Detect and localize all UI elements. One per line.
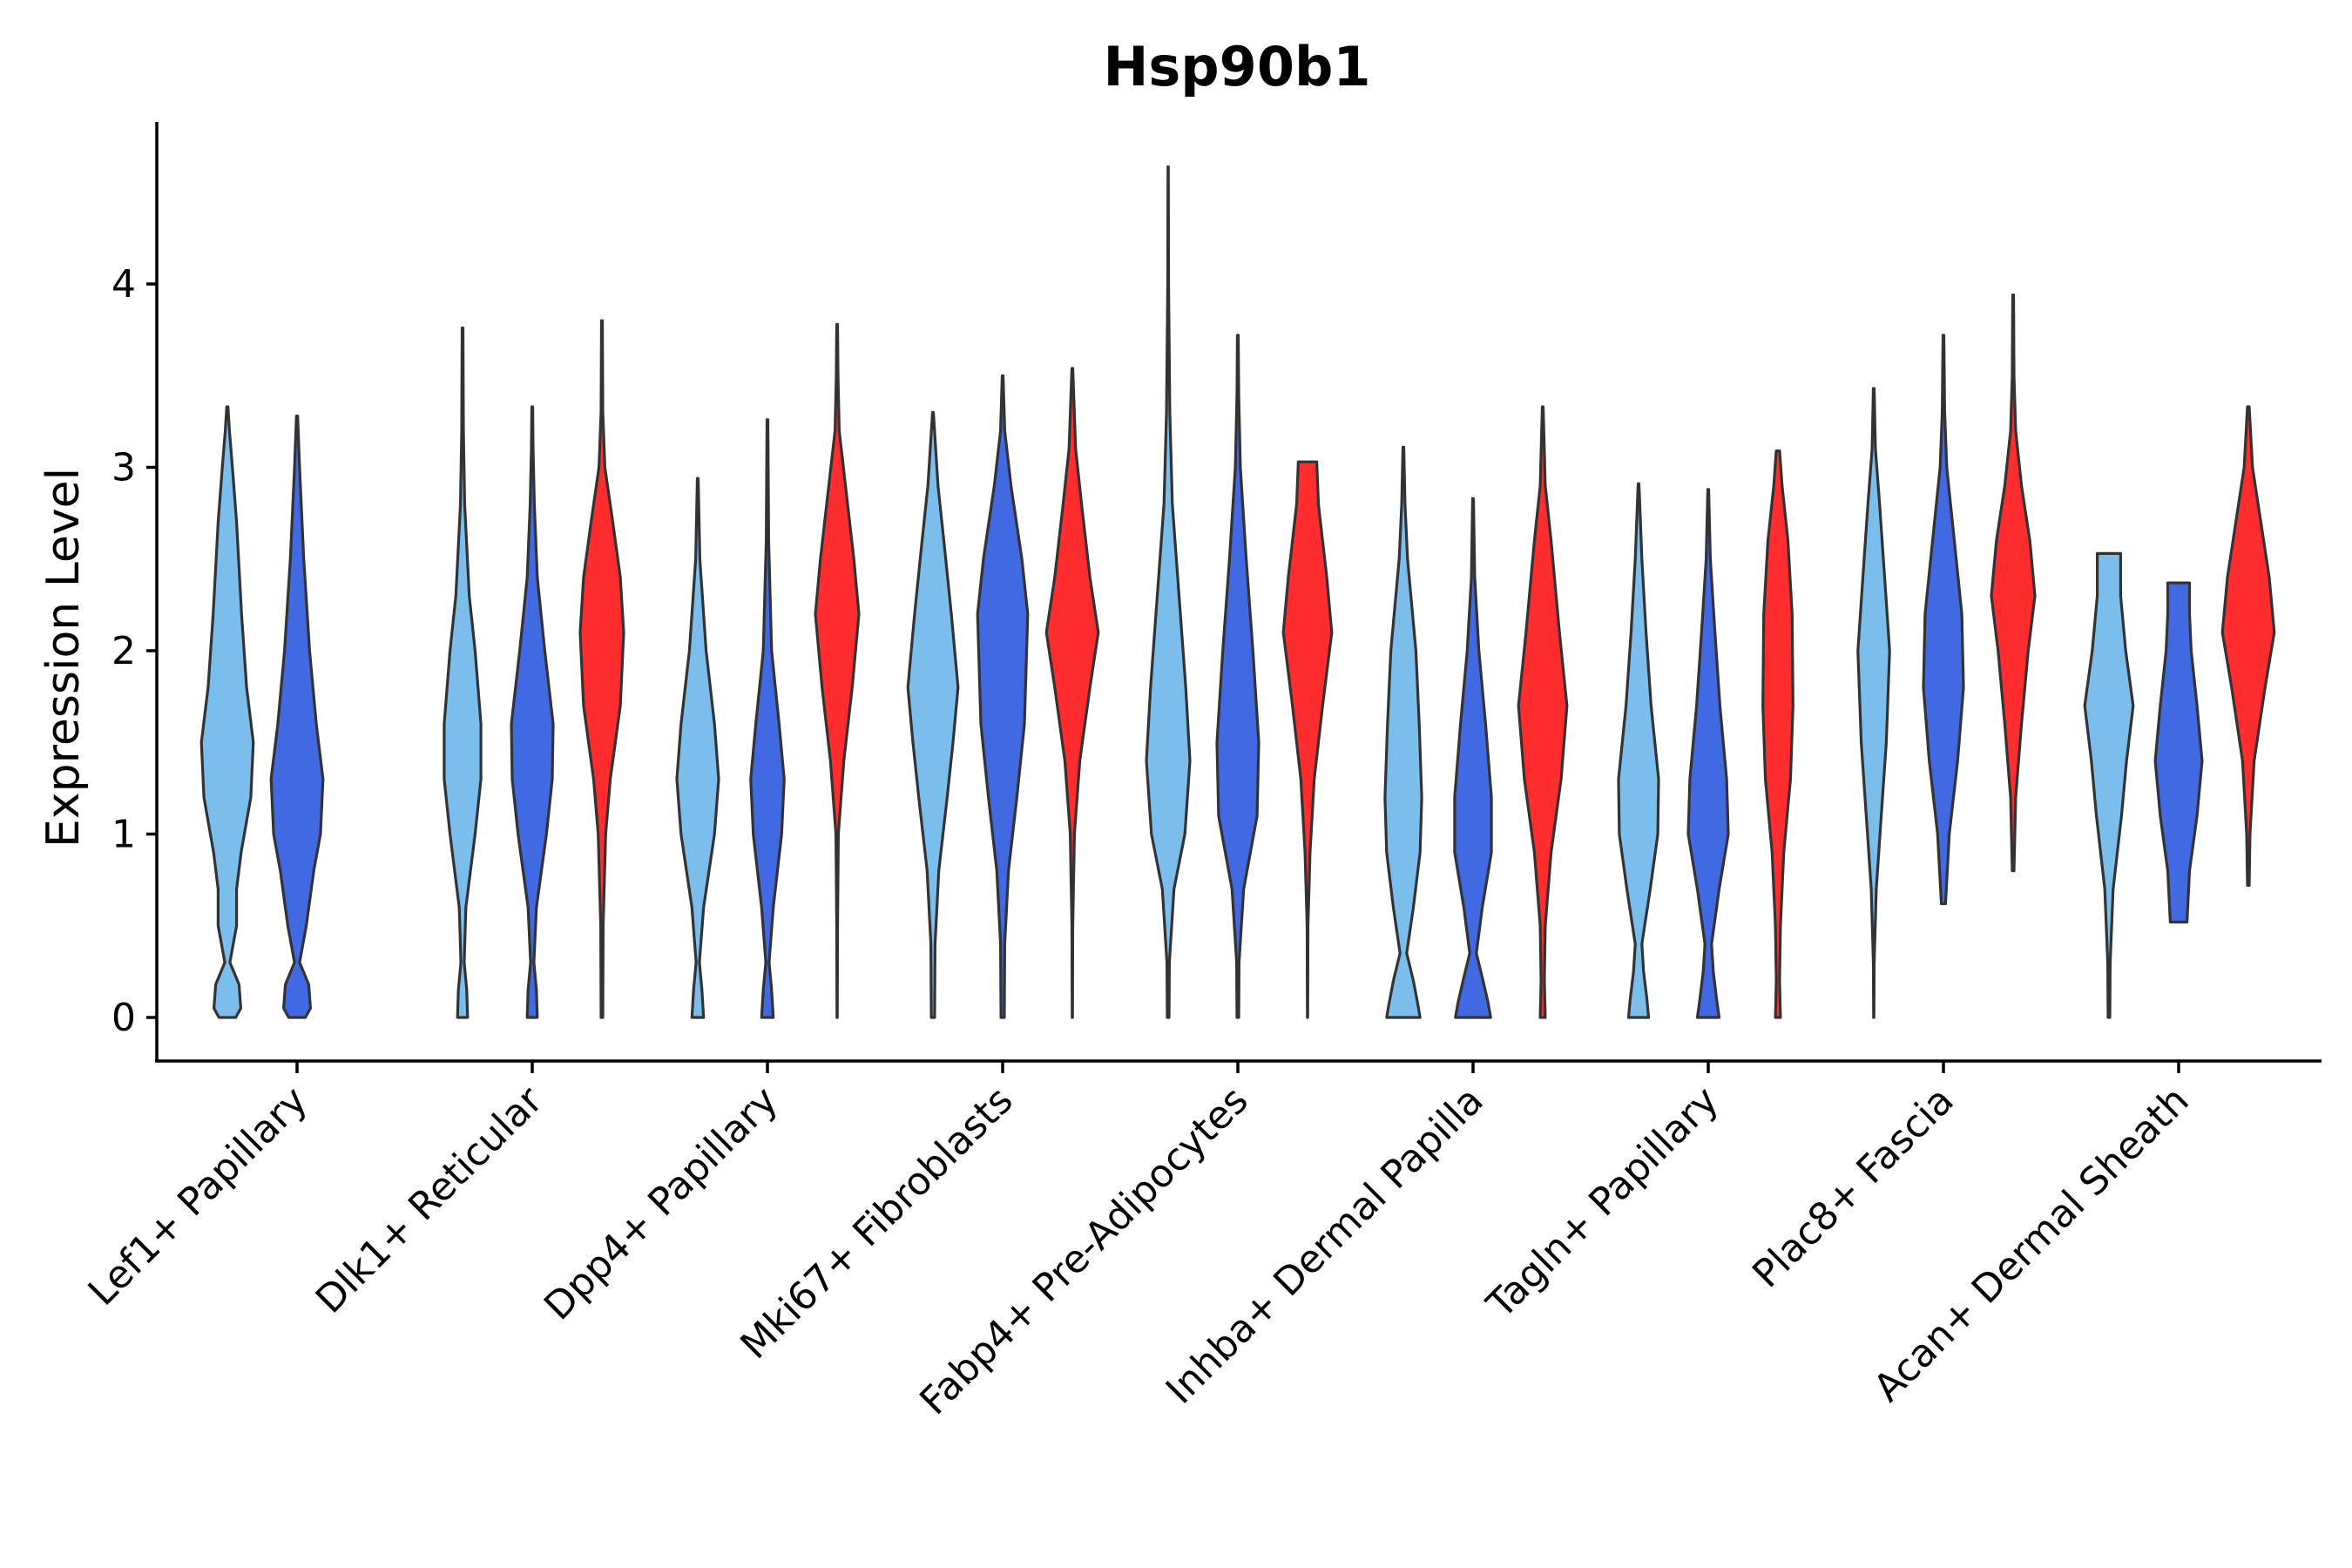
violin-13 — [1215, 334, 1260, 1019]
violin-16 — [1453, 497, 1493, 1019]
violin-4 — [510, 405, 555, 1019]
violin-6 — [675, 476, 720, 1019]
x-tick-label-8: Plac8+ Fascia — [1744, 1078, 1963, 1297]
violin-25 — [2153, 581, 2204, 924]
violin-20 — [1761, 449, 1794, 1019]
violin-22 — [1922, 334, 1965, 906]
violin-26 — [2220, 405, 2276, 887]
violin-12 — [1145, 165, 1192, 1019]
y-tick-label-4: 4 — [112, 262, 136, 307]
y-tick-label-2: 2 — [112, 629, 136, 673]
violin-5 — [578, 319, 625, 1019]
violin-9 — [906, 410, 960, 1019]
violin-group — [199, 165, 2276, 1019]
violin-11 — [1044, 367, 1100, 1019]
violin-18 — [1617, 482, 1660, 1019]
x-tick-label-3: Dpp4+ Papillary — [536, 1078, 787, 1329]
violin-14 — [1281, 460, 1334, 1019]
violin-17 — [1517, 405, 1569, 1019]
violin-24 — [2083, 551, 2135, 1019]
violin-1 — [199, 405, 255, 1019]
violin-23 — [1990, 294, 2037, 873]
violin-19 — [1686, 488, 1730, 1019]
y-tick-label-1: 1 — [112, 813, 136, 857]
y-tick-label-3: 3 — [112, 446, 136, 490]
x-tick-label-1: Lef1+ Papillary — [80, 1078, 316, 1315]
violin-15 — [1383, 445, 1423, 1019]
violin-2 — [269, 415, 325, 1019]
chart-title: Hsp90b1 — [1104, 35, 1371, 98]
violin-8 — [814, 322, 861, 1019]
violin-7 — [749, 418, 786, 1019]
y-axis-ticks: 0 1 2 3 4 — [112, 262, 157, 1040]
violin-10 — [976, 374, 1030, 1019]
violin-3 — [443, 326, 483, 1019]
y-tick-label-0: 0 — [112, 996, 136, 1040]
x-tick-label-2: Dlk1+ Reticular — [308, 1078, 552, 1322]
x-tick-label-7: Tagln+ Papillary — [1478, 1078, 1727, 1328]
y-axis-label: Expression Level — [37, 468, 90, 848]
violin-21 — [1856, 387, 1891, 1019]
